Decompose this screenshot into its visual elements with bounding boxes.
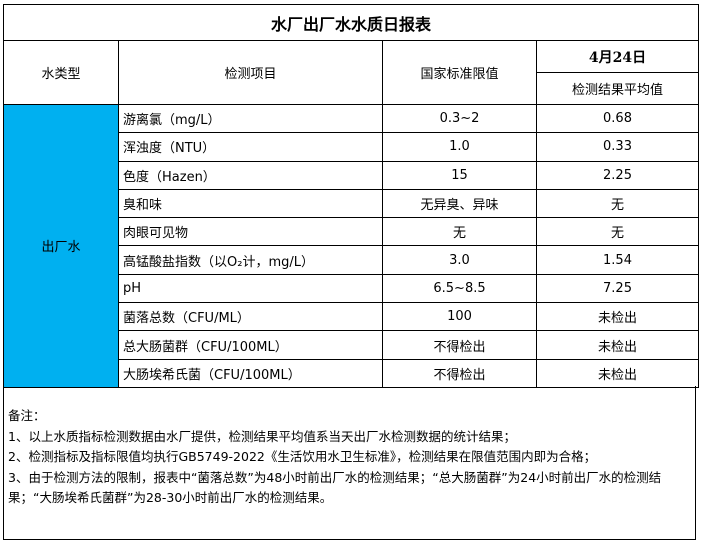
standard-cell: 3.0 [382, 245, 537, 275]
item-cell: 大肠埃希氏菌（CFU/100ML） [118, 358, 383, 388]
standard-cell: 不得检出 [382, 358, 537, 388]
standard-cell: 不得检出 [382, 330, 537, 360]
table-row: 菌落总数（CFU/ML） 100 未检出 [4, 302, 700, 332]
result-cell: 0.33 [535, 132, 700, 162]
standard-cell: 无 [382, 217, 537, 247]
result-cell: 无 [535, 188, 700, 219]
item-cell: 总大肠菌群（CFU/100ML） [118, 330, 383, 360]
header-item: 检测项目 [118, 40, 383, 105]
table-row: 浑浊度（NTU） 1.0 0.33 [4, 132, 700, 162]
item-cell: 游离氯（mg/L） [118, 103, 383, 134]
item-cell: 浑浊度（NTU） [118, 132, 383, 162]
standard-cell: 1.0 [382, 132, 537, 162]
table-row: 高锰酸盐指数（以O₂计，mg/L） 3.0 1.54 [4, 245, 700, 275]
table-row: pH 6.5~8.5 7.25 [4, 273, 700, 304]
item-cell: 臭和味 [118, 188, 383, 219]
table-row: 大肠埃希氏菌（CFU/100ML） 不得检出 未检出 [4, 358, 700, 388]
standard-cell: 0.3~2 [382, 103, 537, 134]
table-row: 出厂水 游离氯（mg/L） 0.3~2 0.68 [3, 103, 700, 388]
result-cell: 无 [535, 217, 700, 247]
header-result: 检测结果平均值 [535, 72, 700, 105]
result-cell: 2.25 [535, 160, 700, 190]
item-cell: pH [118, 273, 383, 304]
header-date: 4月24日 [535, 40, 700, 73]
notes-heading: 备注： [8, 408, 46, 423]
result-cell: 未检出 [535, 330, 700, 360]
result-cell: 7.25 [535, 273, 700, 304]
header-standard: 国家标准限值 [382, 40, 537, 105]
result-cell: 1.54 [535, 245, 700, 275]
notes: 备注： 1、以上水质指标检测数据由水厂提供，检测结果平均值系当天出厂水检测数据的… [3, 386, 696, 540]
note-2: 2、检测指标及指标限值均执行GB5749-2022《生活饮用水卫生标准》，检测结… [8, 449, 597, 464]
table-row: 臭和味 无异臭、异味无 [4, 188, 700, 219]
item-cell: 菌落总数（CFU/ML） [118, 302, 383, 332]
note-1: 1、以上水质指标检测数据由水厂提供，检测结果平均值系当天出厂水检测数据的统计结果… [8, 428, 516, 444]
standard-cell: 6.5~8.5 [382, 273, 537, 304]
standard-cell: 100 [382, 302, 537, 332]
item-cell: 高锰酸盐指数（以O₂计，mg/L） [118, 245, 383, 275]
result-cell: 0.68 [535, 103, 700, 134]
result-cell: 未检出 [535, 302, 700, 332]
table-row: 总大肠菌群（CFU/100ML） 不得检出 未检出 [4, 330, 700, 360]
item-cell: 肉眼可见物 [118, 217, 383, 247]
header-water-type: 水类型 [3, 40, 119, 105]
water-quality-table: 水厂出厂水水质日报表 水类型 检测项目 国家标准限值 4月24日 检测结果平均值… [2, 4, 700, 388]
note-3: 3、由于检测方法的限制，报表中“菌落总数”为48小时前出厂水的检测结果；“总大肠… [8, 469, 662, 506]
standard-cell: 15 [382, 160, 537, 190]
standard-cell: 无异臭、异味 [382, 188, 537, 219]
table-row: 肉眼可见物无无 [4, 217, 700, 247]
report-title: 水厂出厂水水质日报表 [2, 4, 700, 41]
water-type-cell: 出厂水 [3, 104, 119, 388]
table-row: 色度（Hazen） 15 2.25 [4, 160, 700, 190]
result-cell: 未检出 [535, 358, 700, 388]
item-cell: 色度（Hazen） [118, 160, 383, 190]
